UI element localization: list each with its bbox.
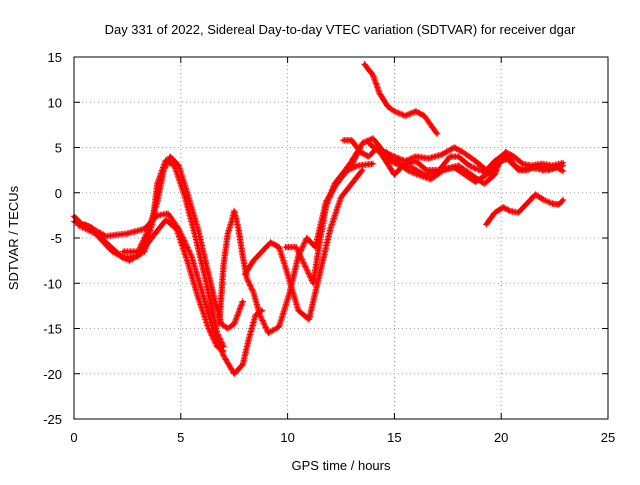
axis-ticks: 0 5 10 15 20 25 15 10 5 0 -5 -10 -15 -20 -25	[43, 50, 615, 445]
y-tick-label: 0	[55, 186, 62, 201]
series-markers	[282, 144, 364, 287]
y-axis-label: SDTVAR / TECUs	[6, 185, 21, 290]
x-tick-label: 5	[177, 430, 184, 445]
series-markers	[382, 148, 567, 186]
series-markers	[361, 61, 441, 138]
series-trace	[83, 212, 264, 376]
series-markers	[241, 166, 366, 323]
x-axis-label: GPS time / hours	[292, 458, 391, 473]
x-tick-label: 10	[280, 430, 294, 445]
x-tick-label: 25	[601, 430, 615, 445]
series-4	[119, 153, 246, 332]
series-6	[241, 166, 366, 323]
y-tick-label: -15	[43, 322, 62, 337]
y-tick-label: -25	[43, 412, 62, 427]
y-tick-label: 5	[55, 141, 62, 156]
x-tick-label: 15	[387, 430, 401, 445]
grid	[74, 57, 608, 419]
series-12	[361, 61, 441, 138]
series-13	[483, 191, 567, 228]
y-tick-label: -10	[43, 276, 62, 291]
x-tick-label: 20	[494, 430, 508, 445]
chart-title: Day 331 of 2022, Sidereal Day-to-day VTE…	[105, 22, 577, 37]
data-marks	[70, 61, 567, 377]
y-tick-label: -5	[50, 231, 62, 246]
series-markers	[119, 153, 246, 332]
y-tick-label: 10	[48, 95, 62, 110]
x-tick-label: 0	[70, 430, 77, 445]
y-tick-label: -20	[43, 367, 62, 382]
series-11	[382, 148, 567, 186]
series-markers	[483, 191, 567, 228]
y-tick-label: 15	[48, 50, 62, 65]
series-3	[81, 210, 266, 377]
